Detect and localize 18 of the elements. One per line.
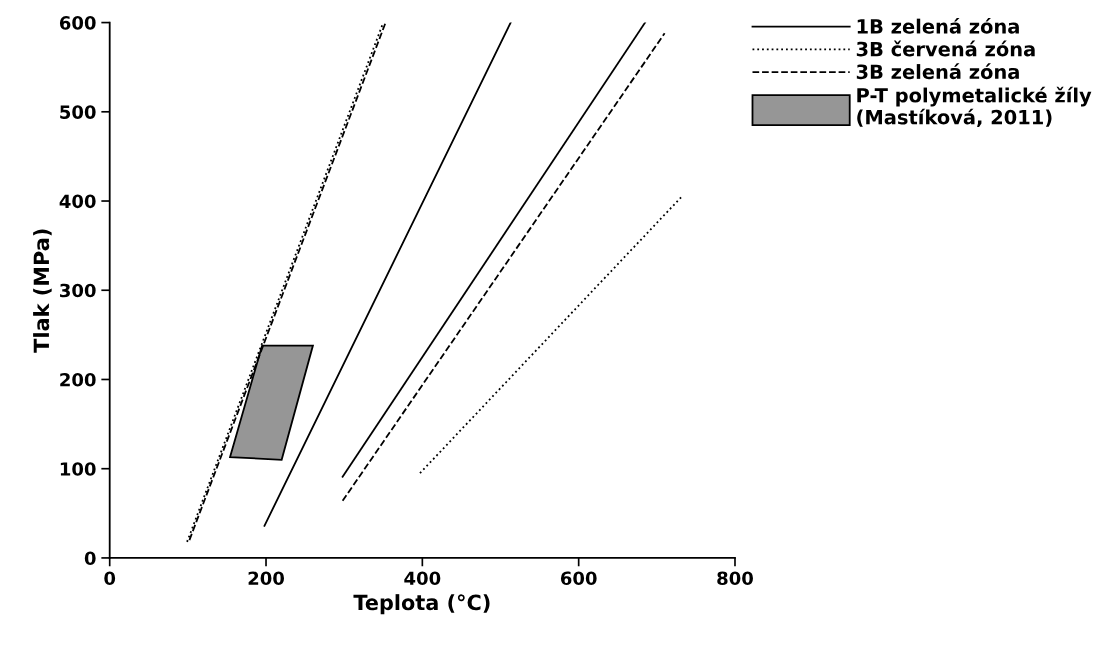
x-tick-label: 0 bbox=[104, 571, 116, 586]
x-tick-label: 400 bbox=[404, 571, 441, 586]
y-axis-title: Tlak (MPa) bbox=[33, 229, 52, 353]
y-tick-label: 300 bbox=[60, 283, 96, 298]
y-tick-label: 200 bbox=[60, 372, 96, 387]
text: P-T polymetalické žíly (Mastíková, 2011) bbox=[857, 86, 1092, 128]
text: 1B zelená zóna bbox=[857, 17, 1019, 34]
x-axis-title: Teplota (°C) bbox=[353, 594, 490, 615]
y-tick-label: 500 bbox=[60, 105, 96, 119]
y-tick-label: 600 bbox=[59, 16, 96, 30]
text: 3B červená zóna bbox=[856, 40, 1035, 57]
y-tick-label: 400 bbox=[59, 194, 96, 209]
text: 3B zelená zóna bbox=[856, 63, 1019, 80]
x-tick-label: 200 bbox=[248, 571, 284, 586]
x-tick-label: 800 bbox=[717, 571, 753, 586]
x-tick-label: 600 bbox=[560, 571, 597, 586]
y-tick-label: 100 bbox=[60, 462, 96, 476]
y-tick-label: 0 bbox=[84, 551, 96, 566]
